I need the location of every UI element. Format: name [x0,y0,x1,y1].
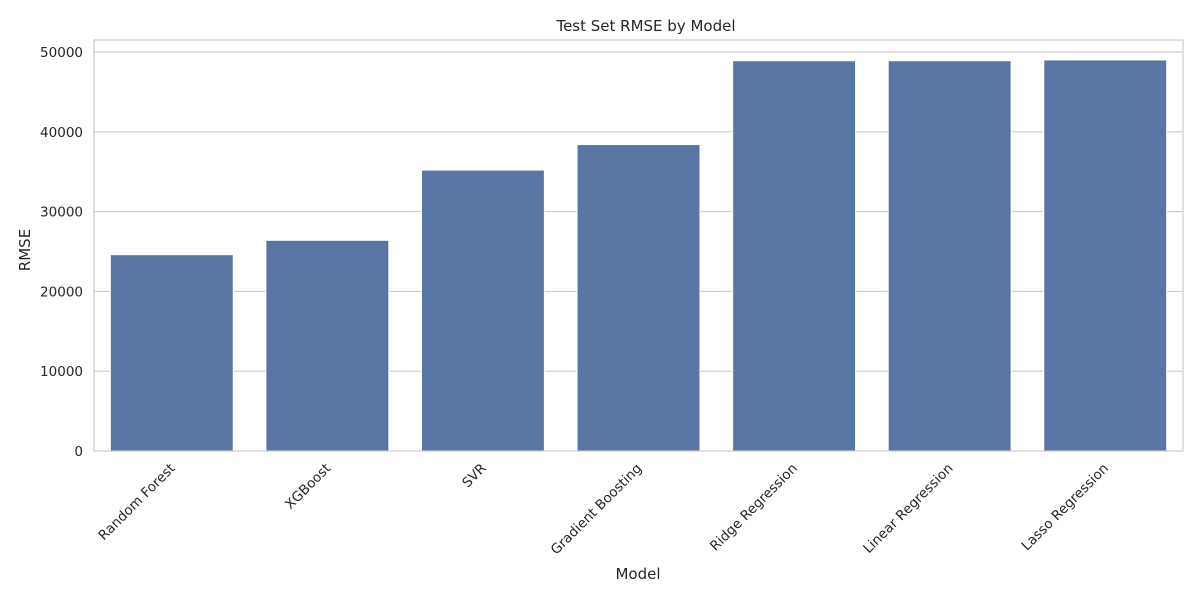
bar-3 [576,144,701,452]
x-tick-label-0: Random Forest [95,461,178,544]
y-tick-label-2: 20000 [40,284,83,300]
x-axis-ticks: Random Forest XGBoost SVR Gradient Boosting… [95,461,1112,559]
y-tick-label-3: 30000 [40,205,83,221]
x-tick-label-5: Linear Regression [860,461,956,557]
y-tick-label-1: 10000 [40,364,83,380]
bar-4 [732,60,857,452]
bar-0 [109,254,234,452]
bar-2 [420,169,545,452]
plot-frame [93,39,1184,452]
x-tick-label-2: SVR [459,461,490,492]
bar-1 [265,239,390,452]
y-tick-label-4: 40000 [40,125,83,141]
y-tick-label-0: 0 [74,444,83,460]
bars [109,59,1168,452]
x-tick-label-6: Lasso Regression [1019,461,1113,555]
chart-title: Test Set RMSE by Model [555,17,735,35]
plot-border [93,39,1184,452]
y-axis-ticks: 0 10000 20000 30000 40000 50000 [40,45,83,460]
x-axis-label: Model [615,565,660,583]
bar-5 [887,60,1012,452]
x-tick-label-1: XGBoost [282,461,334,513]
x-tick-label-4: Ridge Regression [707,461,801,555]
y-tick-label-5: 50000 [40,45,83,61]
x-tick-label-3: Gradient Boosting [548,461,646,559]
y-axis-label: RMSE [16,229,34,271]
bar-6 [1043,59,1168,452]
